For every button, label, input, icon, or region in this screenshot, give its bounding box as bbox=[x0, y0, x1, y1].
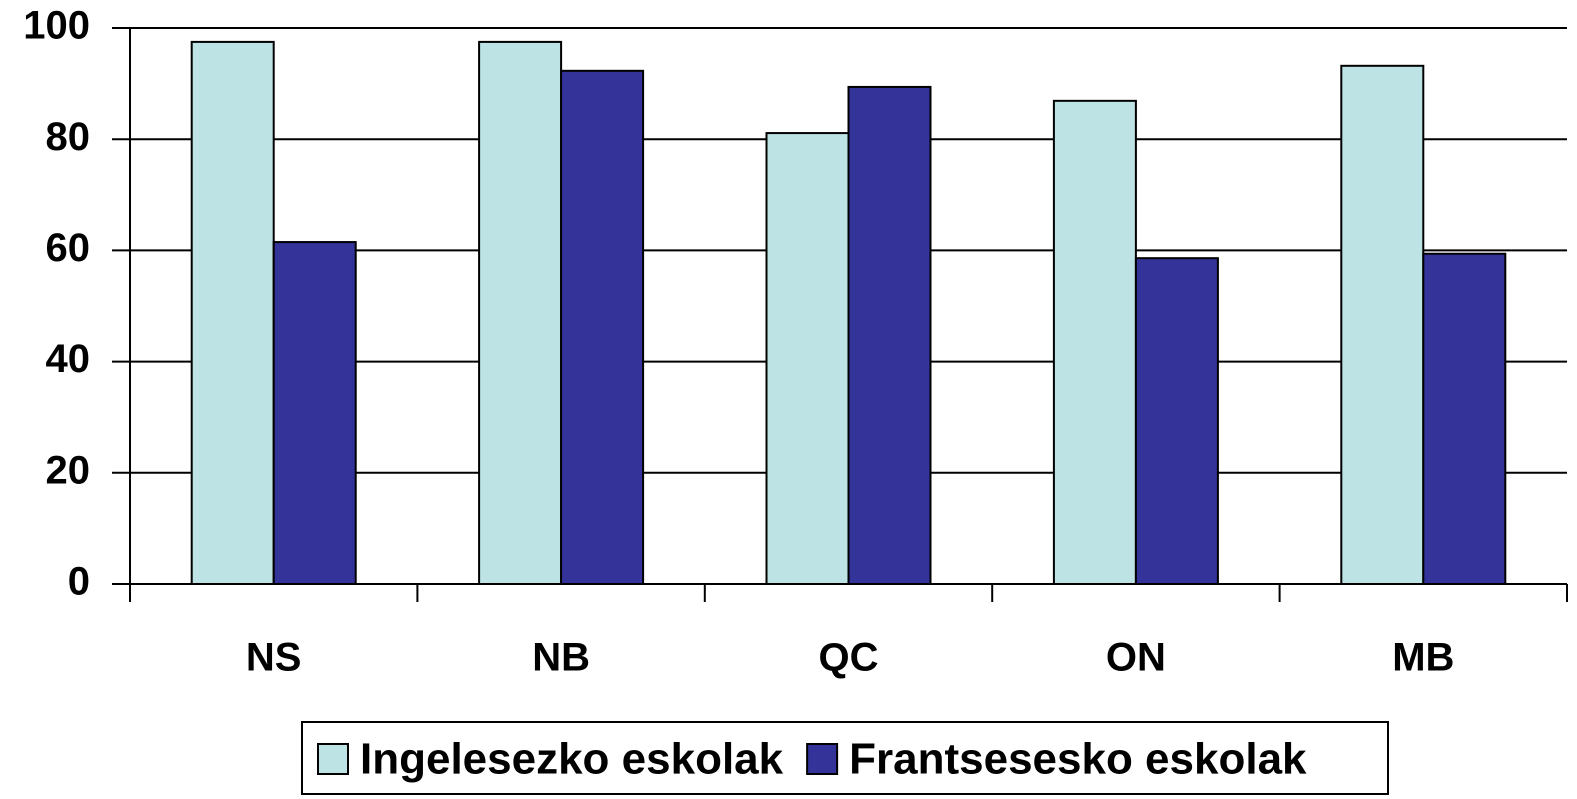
bar bbox=[1052, 99, 1137, 585]
legend-label: Frantsesesko eskolak bbox=[849, 735, 1307, 784]
y-tick-label: 80 bbox=[46, 115, 91, 159]
x-tick-label: ON bbox=[1106, 636, 1166, 680]
x-tick-label: NS bbox=[246, 636, 302, 680]
y-tick-label: 0 bbox=[68, 560, 90, 604]
legend-swatch bbox=[806, 743, 839, 775]
bar bbox=[765, 132, 850, 585]
y-tick-label: 40 bbox=[46, 337, 91, 381]
bar bbox=[190, 40, 275, 585]
bar bbox=[1422, 252, 1507, 585]
legend-label: Ingelesezko eskolak bbox=[360, 735, 784, 784]
y-tick-label: 60 bbox=[46, 226, 91, 270]
bar bbox=[560, 69, 645, 585]
bar bbox=[478, 40, 563, 585]
x-tick-label: NB bbox=[532, 636, 590, 680]
legend-box bbox=[301, 721, 1389, 795]
y-tick-label: 100 bbox=[23, 4, 90, 48]
legend-swatch bbox=[317, 743, 349, 775]
bar bbox=[272, 241, 357, 585]
y-tick-label: 20 bbox=[46, 448, 91, 492]
x-tick-label: MB bbox=[1392, 636, 1454, 680]
bar bbox=[1134, 257, 1219, 585]
x-tick-label: QC bbox=[819, 636, 879, 680]
bar bbox=[1340, 64, 1425, 586]
bar bbox=[847, 85, 932, 585]
